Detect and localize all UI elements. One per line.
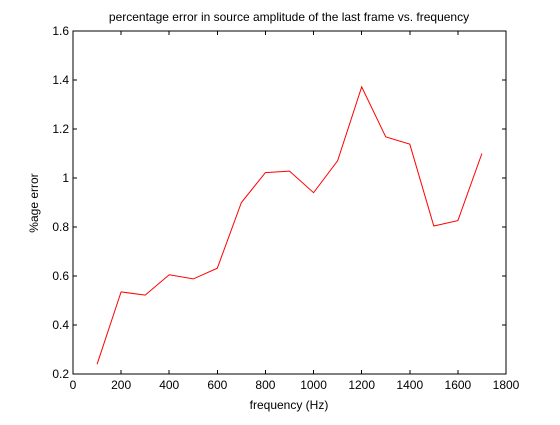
- x-tick-label: 1400: [396, 378, 423, 392]
- y-tick-label: 0.6: [52, 269, 69, 283]
- x-tick-label: 1200: [348, 378, 375, 392]
- chart-title: percentage error in source amplitude of …: [109, 10, 469, 24]
- x-tick-label: 1000: [300, 378, 327, 392]
- y-tick-label: 0.4: [52, 318, 69, 332]
- x-tick-label: 200: [111, 378, 131, 392]
- y-axis-label: %age error: [27, 173, 41, 232]
- y-tick-label: 0.8: [52, 220, 69, 234]
- y-tick-label: 1.2: [52, 122, 69, 136]
- x-tick-label: 1800: [493, 378, 520, 392]
- y-tick-label: 1.6: [52, 24, 69, 38]
- axes-box: [73, 31, 506, 374]
- y-tick-label: 1.4: [52, 73, 69, 87]
- x-axis-label: frequency (Hz): [250, 398, 329, 412]
- x-tick-label: 0: [70, 378, 77, 392]
- x-tick-label: 600: [207, 378, 227, 392]
- y-tick-label: 0.2: [52, 367, 69, 381]
- y-tick-label: 1: [62, 171, 69, 185]
- x-tick-label: 800: [255, 378, 275, 392]
- plot-area: [73, 31, 506, 374]
- x-tick-label: 400: [159, 378, 179, 392]
- x-tick-label: 1600: [445, 378, 472, 392]
